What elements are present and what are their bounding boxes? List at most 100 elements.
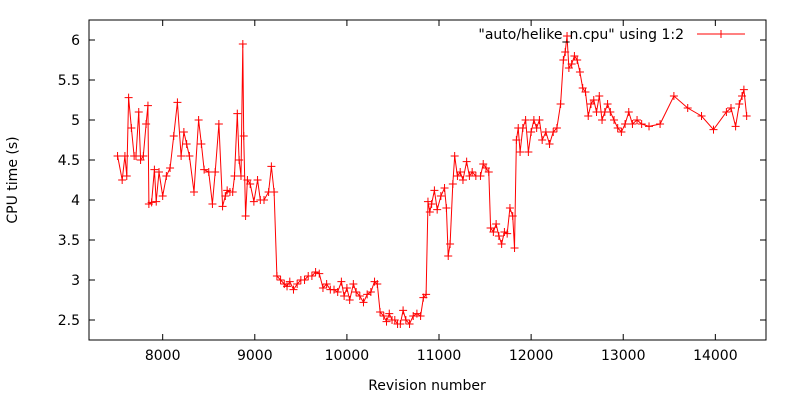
data-point-50 (253, 176, 262, 184)
data-point-104 (427, 200, 436, 208)
data-point-110 (444, 252, 453, 260)
data-point-168 (603, 100, 612, 108)
data-point-112 (448, 180, 457, 188)
data-point-34 (214, 120, 223, 128)
data-point-108 (440, 184, 449, 192)
y-tick-label-2: 3.5 (58, 233, 80, 249)
y-tick-label-6: 5.5 (58, 73, 80, 89)
data-point-115 (456, 168, 465, 176)
data-point-95 (401, 316, 410, 324)
data-point-55 (270, 188, 279, 196)
data-point-64 (300, 276, 309, 284)
data-point-177 (637, 120, 646, 128)
data-point-148 (549, 128, 558, 136)
data-point-116 (458, 176, 467, 184)
data-point-137 (516, 148, 525, 156)
data-point-2 (120, 152, 129, 160)
x-axis-title: Revision number (368, 378, 486, 394)
data-point-46 (241, 212, 250, 220)
y-tick-label-3: 4 (71, 193, 80, 209)
x-tick-label-6: 14000 (693, 348, 738, 364)
data-point-76 (342, 284, 351, 292)
data-point-68 (315, 269, 324, 278)
data-point-166 (598, 116, 607, 124)
data-point-23 (177, 152, 186, 160)
data-point-103 (425, 208, 434, 216)
data-point-179 (656, 120, 665, 128)
data-point-18 (158, 192, 167, 200)
data-point-107 (436, 192, 445, 200)
data-point-158 (575, 68, 584, 76)
data-point-172 (617, 128, 626, 136)
data-point-41 (233, 109, 242, 118)
data-point-189 (739, 85, 748, 94)
legend: "auto/helike_n.cpu" using 1:2 (478, 27, 745, 43)
data-point-60 (285, 277, 294, 286)
data-point-85 (373, 280, 382, 288)
data-point-143 (532, 124, 541, 132)
data-point-75 (340, 292, 349, 300)
data-point-67 (311, 268, 320, 276)
data-point-8 (134, 108, 143, 116)
data-point-111 (446, 240, 455, 248)
data-point-153 (563, 32, 572, 40)
data-point-105 (430, 186, 439, 195)
data-point-56 (272, 272, 281, 280)
data-point-89 (385, 309, 394, 318)
y-tick-label-7: 6 (71, 33, 80, 49)
data-point-132 (505, 204, 514, 212)
data-point-119 (468, 168, 477, 176)
data-point-170 (610, 116, 619, 124)
data-point-149 (552, 124, 561, 132)
data-point-43 (236, 172, 245, 180)
data-point-70 (322, 280, 331, 288)
data-point-169 (606, 108, 615, 116)
series-line (117, 35, 748, 325)
data-point-138 (518, 124, 527, 132)
data-point-74 (337, 277, 346, 286)
data-point-59 (283, 282, 292, 291)
data-point-99 (416, 312, 425, 320)
data-point-131 (503, 229, 512, 238)
data-point-146 (541, 128, 550, 136)
data-point-66 (307, 272, 316, 280)
data-point-186 (731, 122, 740, 131)
data-point-144 (535, 116, 544, 124)
y-axis-title: CPU time (s) (5, 136, 21, 223)
data-point-190 (742, 112, 751, 120)
data-point-151 (559, 56, 568, 64)
plot-frame (88, 19, 767, 341)
data-point-14 (147, 198, 156, 207)
x-tick-label-1: 9000 (237, 348, 273, 364)
data-point-78 (349, 280, 358, 288)
data-point-124 (484, 168, 493, 176)
data-point-180 (669, 92, 678, 100)
data-point-48 (246, 180, 255, 188)
data-point-173 (621, 120, 630, 128)
data-point-80 (355, 292, 364, 300)
x-tick-labels: 8000 9000 10000 11000 12000 13000 14000 (145, 348, 738, 364)
y-tick-label-1: 3 (71, 273, 80, 289)
data-point-62 (293, 280, 302, 288)
data-point-17 (155, 168, 164, 176)
data-point-0 (113, 152, 122, 160)
data-point-87 (379, 312, 388, 320)
data-point-157 (573, 56, 582, 64)
data-point-128 (494, 232, 503, 240)
data-point-113 (450, 152, 459, 160)
data-point-155 (567, 60, 576, 68)
data-point-5 (127, 124, 136, 132)
data-point-21 (169, 132, 178, 140)
data-point-25 (182, 140, 191, 148)
data-point-171 (613, 124, 622, 132)
data-point-42 (235, 156, 244, 164)
data-point-45 (239, 132, 248, 140)
data-point-101 (422, 290, 431, 299)
data-point-11 (142, 120, 151, 128)
x-tick-label-4: 12000 (509, 348, 554, 364)
data-point-183 (709, 125, 718, 134)
data-point-4 (124, 93, 133, 102)
data-point-39 (228, 188, 237, 196)
data-point-36 (221, 192, 230, 200)
